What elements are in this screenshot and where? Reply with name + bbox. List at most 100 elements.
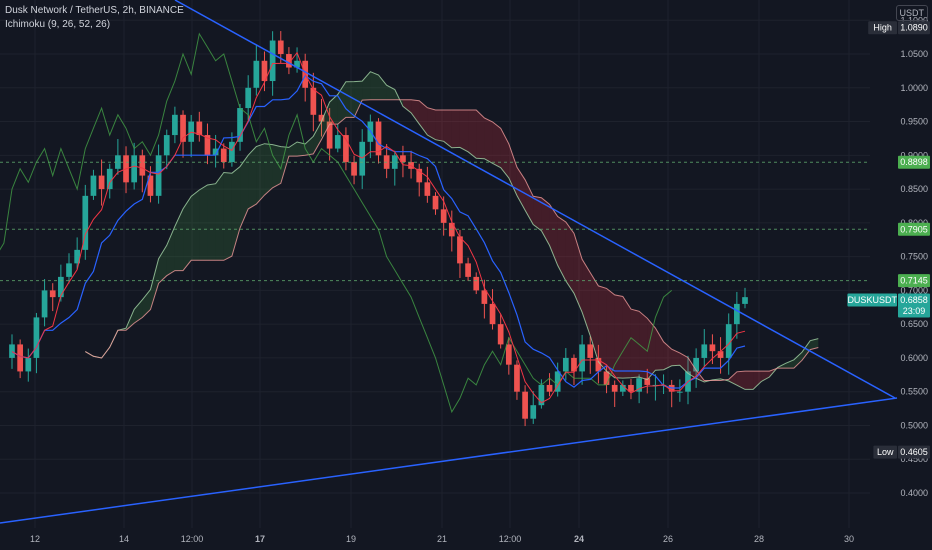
ichimoku-cloud (533, 196, 542, 231)
ichimoku-cloud (630, 309, 640, 378)
candle-body (424, 182, 431, 196)
price-label-value: 0.6858 (900, 295, 928, 305)
candle-body (147, 175, 154, 196)
y-tick-label: 0.9500 (900, 117, 928, 127)
ichimoku-cloud (427, 107, 436, 140)
ichimoku-cloud (329, 94, 338, 125)
candle-body (400, 155, 406, 163)
ichimoku-cloud (435, 109, 444, 142)
candle-body (473, 276, 480, 291)
candle-body (717, 351, 724, 358)
ascending-trendline (0, 397, 898, 524)
candle-body (98, 175, 105, 190)
y-tick-label: 0.9000 (900, 150, 928, 160)
price-label-value: 1.0890 (900, 23, 928, 33)
candle-body (644, 378, 651, 385)
candle-body (172, 114, 178, 136)
candle-body (17, 344, 23, 372)
x-tick-label: 26 (663, 534, 673, 544)
candle-body (742, 297, 748, 304)
candle-body (489, 303, 496, 325)
price-label-box (898, 274, 930, 288)
ichimoku-cloud (459, 109, 469, 152)
x-tick-label: 17 (255, 534, 265, 544)
ichimoku-cloud (411, 99, 420, 124)
candle-body (432, 195, 439, 210)
ichimoku-cloud (370, 71, 379, 100)
ichimoku-cloud (166, 226, 175, 276)
ichimoku-cloud (565, 222, 574, 294)
price-label-box (898, 155, 930, 169)
kijun-sen (11, 74, 746, 389)
ichimoku-cloud (785, 359, 794, 369)
ichimoku-cloud (492, 121, 501, 168)
candle-body (465, 263, 471, 277)
candle-body (571, 357, 577, 372)
price-label-value: 0.8898 (900, 157, 928, 167)
ichimoku-cloud (484, 118, 493, 164)
price-label-box (898, 293, 930, 318)
candle-body (49, 290, 56, 298)
ichimoku-cloud (272, 144, 281, 188)
ichimoku-cloud (745, 371, 754, 390)
price-label-countdown: 23:09 (903, 306, 926, 316)
candle-body (253, 60, 260, 88)
candle-body (579, 344, 585, 372)
price-label-tag: High (873, 23, 892, 33)
candle-body (619, 384, 626, 392)
candle-body (318, 114, 325, 122)
candle-body (106, 168, 113, 190)
candle-body (546, 384, 553, 392)
ichimoku-cloud (468, 109, 477, 159)
ichimoku-cloud (158, 245, 167, 284)
candle-body (163, 135, 170, 156)
ichimoku-cloud (753, 371, 762, 390)
candle-body (212, 148, 219, 156)
ichimoku-cloud (199, 185, 208, 261)
ichimoku-cloud (516, 167, 526, 211)
candle-body (294, 60, 300, 68)
candle-body (277, 40, 284, 55)
candle-body (514, 364, 520, 392)
candle-body (709, 344, 716, 352)
candle-body (676, 391, 683, 393)
candle-body (310, 87, 317, 115)
price-label-tag: Low (877, 447, 894, 457)
currency-button[interactable]: USDT (895, 5, 928, 21)
symbol-title[interactable]: Dusk Network / TetherUS, 2h, BINANCE (5, 5, 184, 16)
candle-body (587, 344, 594, 358)
ichimoku-cloud (687, 357, 697, 379)
ichimoku-cloud (451, 109, 460, 148)
ichimoku-cloud (443, 109, 452, 148)
price-label-box (898, 222, 930, 236)
y-tick-label: 0.5500 (900, 387, 928, 397)
y-tick-label: 1.0000 (900, 83, 928, 93)
candle-body (416, 168, 423, 183)
ichimoku-cloud (280, 146, 289, 184)
ichimoku-cloud (248, 146, 257, 209)
price-label-tag-box (873, 445, 897, 459)
candle-body (603, 371, 610, 385)
ichimoku-cloud (761, 371, 770, 382)
ichimoku-cloud (614, 294, 623, 379)
candle-body (351, 162, 357, 176)
candle-body (652, 384, 659, 386)
ichimoku-cloud (802, 340, 811, 361)
candle-body (90, 175, 97, 196)
indicator-title[interactable]: Ichimoku (9, 26, 52, 26) (5, 19, 111, 30)
candle-body (734, 303, 740, 325)
candle-body (66, 263, 72, 277)
candle-body (245, 87, 252, 109)
price-label-value: 0.7145 (900, 276, 928, 286)
ichimoku-cloud (402, 99, 412, 113)
candle-body (497, 324, 504, 345)
candle-body (131, 155, 138, 183)
candle-body (115, 155, 121, 169)
ichimoku-cloud (256, 143, 265, 205)
ichimoku-cloud (622, 296, 631, 379)
chart-legend: Dusk Network / TetherUS, 2h, BINANCE Ich… (5, 4, 184, 32)
ichimoku-cloud (345, 81, 355, 118)
ichimoku-cloud (288, 141, 298, 157)
